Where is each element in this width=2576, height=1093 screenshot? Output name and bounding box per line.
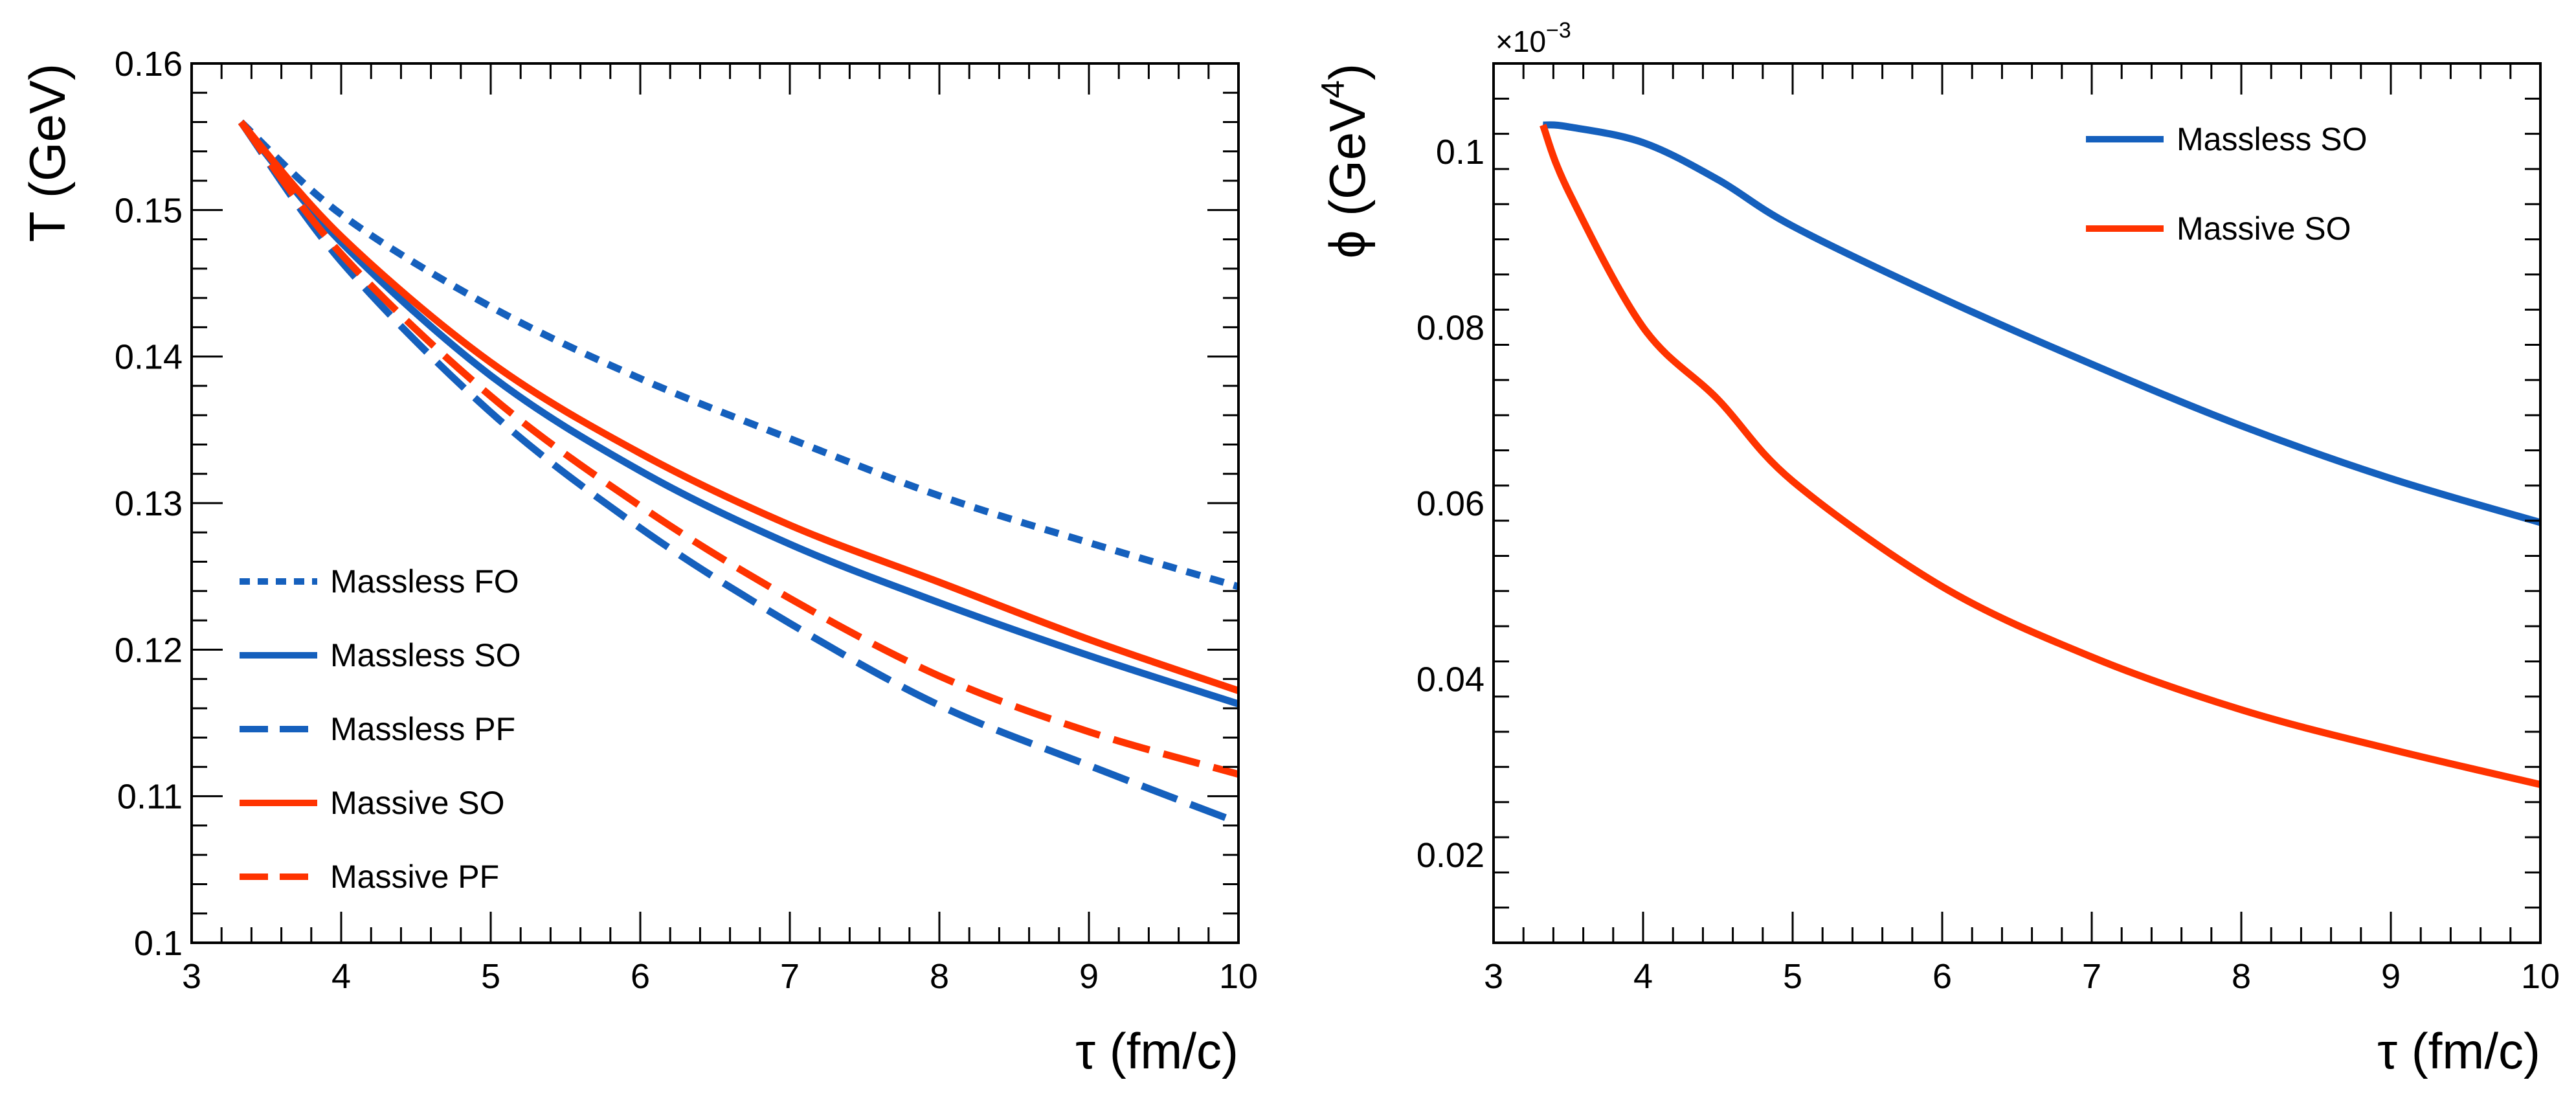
right-legend-label: Massive SO bbox=[2177, 210, 2351, 247]
right-legend: Massless SO Massive SO bbox=[2086, 121, 2368, 247]
left-x-tick-label: 8 bbox=[930, 957, 949, 996]
right-x-tick-label: 8 bbox=[2232, 957, 2251, 996]
left-y-tick-label: 0.12 bbox=[115, 631, 183, 670]
right-plot-frame bbox=[1492, 62, 2542, 944]
right-y-axis-title-superscript: 4 bbox=[1315, 80, 1351, 98]
right-legend-label: Massless SO bbox=[2177, 121, 2368, 157]
right-series-group bbox=[1540, 121, 2542, 788]
left-series-massless-so bbox=[238, 119, 1240, 708]
right-y-multiplier-exponent: −3 bbox=[1546, 18, 1571, 43]
left-legend-label: Massive SO bbox=[330, 785, 505, 821]
left-x-tick-label: 7 bbox=[780, 957, 800, 996]
right-ticks-group: 3 4 5 6 7 8 9 10 0.02 0.04 0.06 0.08 0.1 bbox=[1417, 62, 2560, 996]
right-y-tick-label: 0.08 bbox=[1417, 308, 1484, 347]
left-legend-label: Massless PF bbox=[330, 711, 515, 747]
right-x-tick-label: 9 bbox=[2381, 957, 2401, 996]
right-x-tick-label: 7 bbox=[2082, 957, 2101, 996]
left-x-tick-label: 10 bbox=[1219, 957, 1258, 996]
left-y-axis-title: T (GeV) bbox=[19, 63, 76, 242]
left-series-massive-pf bbox=[238, 120, 1240, 778]
right-y-axis-title: ϕ (GeV4) bbox=[1315, 63, 1376, 258]
right-y-multiplier-base: ×10 bbox=[1495, 25, 1546, 58]
right-y-tick-label: 0.02 bbox=[1417, 836, 1484, 875]
left-series-massless-fo bbox=[238, 119, 1240, 591]
left-x-tick-label: 9 bbox=[1079, 957, 1099, 996]
left-x-tick-label: 3 bbox=[182, 957, 201, 996]
left-y-tick-label: 0.16 bbox=[115, 45, 183, 84]
right-x-axis-title: τ (fm/c) bbox=[2377, 1022, 2540, 1079]
left-legend-label: Massless SO bbox=[330, 637, 521, 673]
left-x-tick-label: 5 bbox=[481, 957, 500, 996]
right-series-massless-so bbox=[1542, 121, 2542, 526]
left-legend-label: Massive PF bbox=[330, 859, 499, 895]
right-x-tick-label: 10 bbox=[2521, 957, 2560, 996]
left-x-tick-label: 6 bbox=[631, 957, 650, 996]
right-x-tick-label: 6 bbox=[1932, 957, 1952, 996]
right-series-massive-so bbox=[1540, 124, 2542, 788]
left-ticks-group: 3 4 5 6 7 8 9 10 0.1 0.11 0.12 0.13 0.14 0.15 0.16 bbox=[115, 45, 1258, 996]
left-series-massive-so bbox=[238, 119, 1240, 694]
right-y-multiplier: ×10−3 bbox=[1495, 18, 1571, 58]
left-y-tick-label: 0.14 bbox=[115, 338, 183, 377]
left-y-tick-label: 0.1 bbox=[134, 924, 183, 963]
left-y-tick-label: 0.11 bbox=[117, 778, 183, 817]
right-x-tick-label: 4 bbox=[1633, 957, 1653, 996]
right-y-axis-title-close: ) bbox=[1319, 63, 1376, 80]
right-chart: 3 4 5 6 7 8 9 10 0.02 0.04 0.06 0.08 0.1 Massless SO… bbox=[1315, 18, 2560, 1079]
right-y-axis-title-main: ϕ (GeV bbox=[1319, 98, 1376, 258]
right-y-tick-label: 0.04 bbox=[1417, 660, 1484, 699]
right-y-tick-label: 0.1 bbox=[1436, 133, 1484, 172]
right-x-tick-label: 5 bbox=[1783, 957, 1802, 996]
left-legend-label: Massless FO bbox=[330, 563, 519, 600]
right-y-tick-label: 0.06 bbox=[1417, 484, 1484, 523]
left-series-massless-pf bbox=[238, 120, 1240, 826]
left-y-tick-label: 0.15 bbox=[115, 191, 183, 230]
left-legend: Massless FO Massless SO Massless PF Massive… bbox=[240, 563, 521, 895]
left-x-axis-title: τ (fm/c) bbox=[1075, 1022, 1238, 1079]
left-series-group bbox=[238, 119, 1240, 826]
left-y-tick-label: 0.13 bbox=[115, 484, 183, 523]
right-x-tick-label: 3 bbox=[1484, 957, 1503, 996]
left-chart: 3 4 5 6 7 8 9 10 0.1 0.11 0.12 0.13 0.14 0.15 0.16 Mas… bbox=[19, 45, 1258, 1079]
left-x-tick-label: 4 bbox=[331, 957, 351, 996]
